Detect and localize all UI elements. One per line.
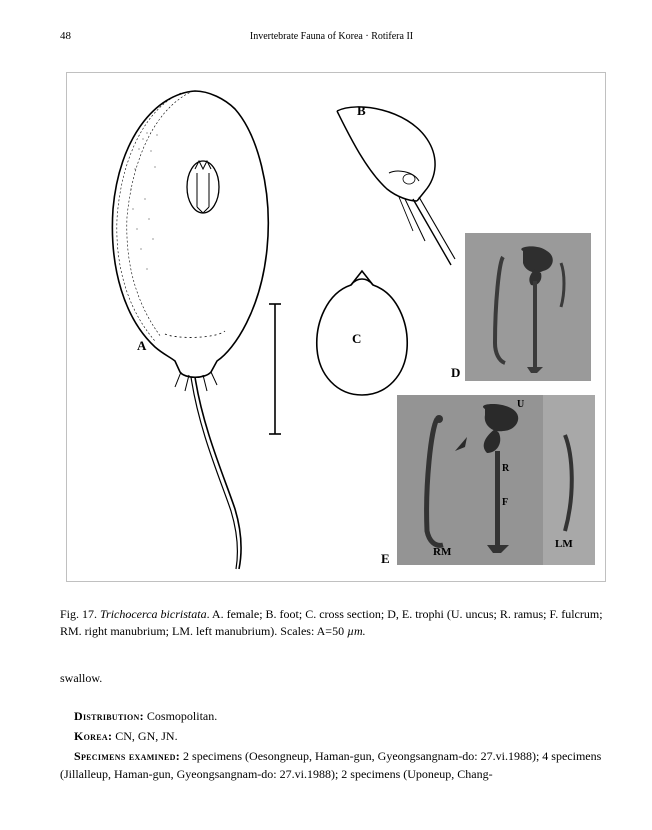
panel-c [307, 263, 417, 403]
panel-e-photo: U R F RM LM [397, 395, 595, 565]
dist-value: Cosmopolitan. [144, 709, 217, 723]
panel-e-label: E [381, 551, 390, 567]
panel-d-label: D [451, 365, 460, 381]
figure-plate: A B C [66, 72, 606, 582]
panel-c-svg [307, 263, 417, 403]
panel-a-svg [85, 79, 305, 574]
swallow-line: swallow. [60, 669, 612, 687]
specimens-line: Specimens examined: 2 specimens (Oesongn… [60, 747, 612, 783]
caption-prefix: Fig. 17. [60, 607, 100, 621]
running-title: Invertebrate Fauna of Korea · Rotifera I… [250, 31, 413, 42]
korea-line: Korea: CN, GN, JN. [60, 727, 612, 745]
dist-label: Distribution: [74, 709, 144, 723]
korea-value: CN, GN, JN. [112, 729, 177, 743]
svg-text:U: U [517, 399, 524, 410]
panel-a-label: A [137, 338, 146, 354]
panel-b-label: B [357, 103, 366, 119]
svg-text:LM: LM [555, 538, 573, 550]
panel-b-svg [317, 91, 477, 271]
page: 48 Invertebrate Fauna of Korea · Rotifer… [0, 0, 652, 830]
panel-d-svg [465, 233, 591, 381]
caption-species: Trichocerca bicristata [100, 607, 207, 621]
panel-e-svg: U R F RM LM [397, 395, 595, 565]
svg-text:RM: RM [433, 546, 452, 558]
caption-unit: µm. [347, 624, 366, 638]
distribution-line: Distribution: Cosmopolitan. [60, 707, 612, 725]
svg-text:R: R [502, 463, 510, 474]
panel-d-photo [465, 233, 591, 381]
korea-label: Korea: [74, 729, 112, 743]
page-number: 48 [60, 30, 71, 42]
body-text: swallow. Distribution: Cosmopolitan. Kor… [60, 669, 612, 783]
figure-caption: Fig. 17. Trichocerca bicristata. A. fema… [60, 606, 612, 641]
panel-b [317, 91, 477, 271]
page-header: 48 Invertebrate Fauna of Korea · Rotifer… [60, 30, 612, 42]
panel-a [85, 79, 305, 574]
svg-text:F: F [502, 497, 508, 508]
panel-c-label: C [352, 331, 361, 347]
spec-label: Specimens examined: [74, 749, 180, 763]
